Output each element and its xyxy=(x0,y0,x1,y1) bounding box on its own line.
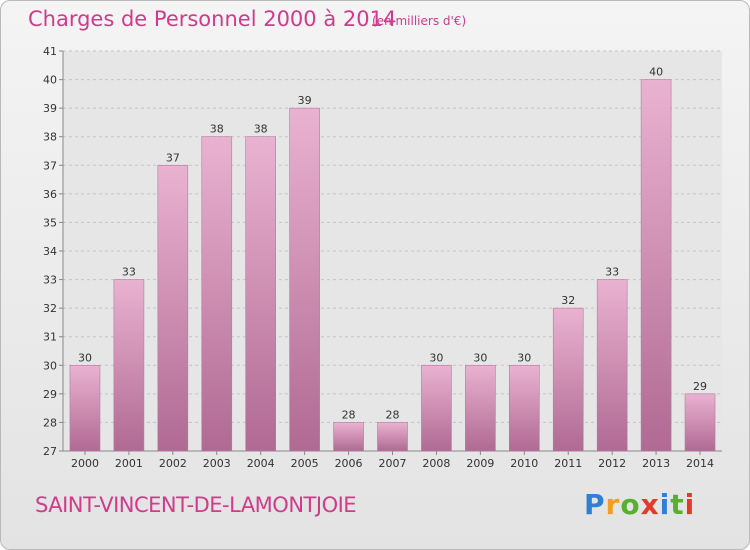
proxiti-logo: Proxiti xyxy=(584,488,695,521)
x-tick-label: 2007 xyxy=(379,457,407,470)
x-tick-label: 2005 xyxy=(291,457,319,470)
logo-letter: x xyxy=(640,488,660,521)
data-label: 33 xyxy=(122,266,136,279)
data-label: 38 xyxy=(254,123,268,136)
y-tick-label: 27 xyxy=(43,445,57,458)
logo-letter: r xyxy=(605,488,621,521)
y-tick-label: 38 xyxy=(43,131,57,144)
logo-letter: i xyxy=(659,488,671,521)
bar xyxy=(333,422,364,452)
x-tick-label: 2008 xyxy=(422,457,450,470)
bar xyxy=(465,364,496,452)
x-tick-label: 2006 xyxy=(335,457,363,470)
logo-letter: i xyxy=(684,488,696,521)
y-tick-label: 31 xyxy=(43,331,57,344)
x-tick-label: 2001 xyxy=(115,457,143,470)
x-tick-label: 2012 xyxy=(598,457,626,470)
data-label: 32 xyxy=(561,294,575,307)
data-label: 37 xyxy=(166,151,180,164)
data-label: 29 xyxy=(693,380,707,393)
bar xyxy=(113,279,145,452)
bar xyxy=(421,364,452,452)
chart-subtitle: (en milliers d'€) xyxy=(372,14,467,28)
y-tick-label: 30 xyxy=(43,359,57,372)
x-tick-label: 2013 xyxy=(642,457,670,470)
bar xyxy=(201,136,233,452)
bar xyxy=(157,164,189,452)
data-label: 40 xyxy=(649,66,663,79)
y-tick-label: 32 xyxy=(43,302,57,315)
logo-letter: o xyxy=(620,488,641,521)
y-tick-label: 35 xyxy=(43,216,57,229)
bar xyxy=(289,107,320,452)
bar xyxy=(640,79,672,452)
y-tick-label: 28 xyxy=(43,416,57,429)
y-tick-label: 36 xyxy=(43,188,57,201)
x-tick-label: 2009 xyxy=(466,457,494,470)
x-tick-label: 2000 xyxy=(71,457,99,470)
data-label: 28 xyxy=(342,408,356,421)
y-tick-label: 34 xyxy=(43,245,57,258)
bar xyxy=(508,364,540,452)
x-tick-label: 2004 xyxy=(247,457,275,470)
data-label: 33 xyxy=(605,266,619,279)
bar xyxy=(596,279,628,452)
logo-letter: t xyxy=(670,488,685,521)
y-tick-label: 40 xyxy=(43,74,57,87)
y-tick-label: 37 xyxy=(43,159,57,172)
x-tick-label: 2014 xyxy=(686,457,714,470)
logo-letter: P xyxy=(584,488,606,521)
data-label: 38 xyxy=(210,123,224,136)
x-tick-label: 2003 xyxy=(203,457,231,470)
x-tick-label: 2010 xyxy=(510,457,538,470)
x-tick-label: 2002 xyxy=(159,457,187,470)
y-tick-label: 29 xyxy=(43,388,57,401)
data-label: 30 xyxy=(429,351,443,364)
data-label: 30 xyxy=(473,351,487,364)
chart-title: Charges de Personnel 2000 à 2014 xyxy=(28,7,397,31)
bar xyxy=(684,393,716,452)
bar xyxy=(377,422,408,452)
commune-name: SAINT-VINCENT-DE-LAMONTJOIE xyxy=(35,493,357,517)
y-tick-label: 41 xyxy=(43,45,57,58)
data-label: 30 xyxy=(78,351,92,364)
y-tick-label: 39 xyxy=(43,102,57,115)
x-tick-label: 2011 xyxy=(554,457,582,470)
data-label: 28 xyxy=(386,408,400,421)
y-tick-label: 33 xyxy=(43,274,57,287)
bar xyxy=(69,364,101,452)
data-label: 30 xyxy=(517,351,531,364)
data-label: 39 xyxy=(298,94,312,107)
bar xyxy=(245,136,276,452)
bar xyxy=(552,307,584,452)
